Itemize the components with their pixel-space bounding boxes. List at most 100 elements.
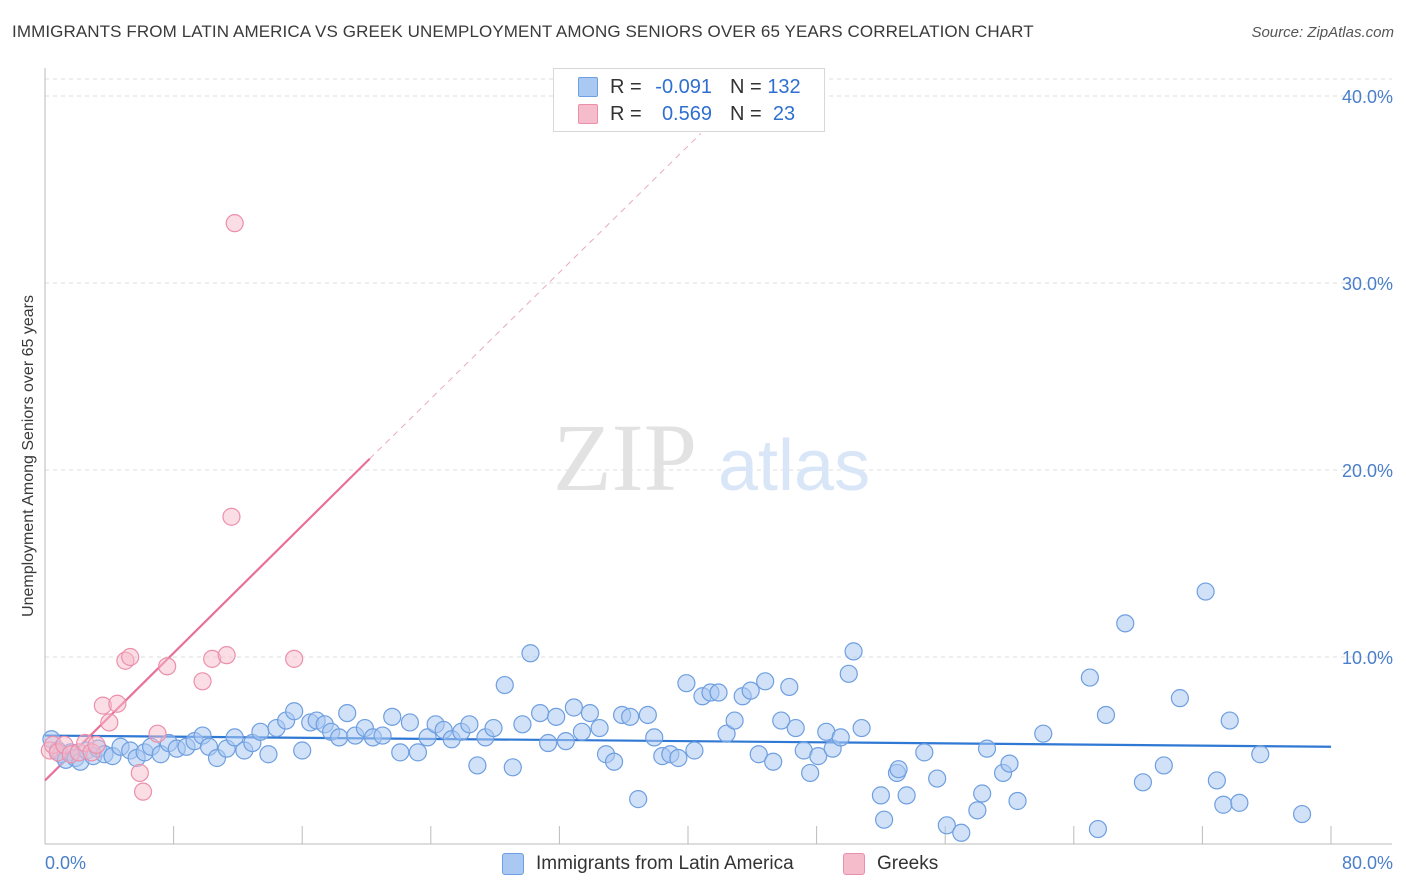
data-point-latin-america bbox=[1096, 705, 1116, 725]
data-point-latin-america bbox=[338, 703, 357, 723]
bottom-legend-swatch-blue bbox=[502, 853, 524, 875]
data-point-latin-america bbox=[1196, 582, 1215, 601]
legend-n-label: N = bbox=[730, 102, 762, 125]
data-point-latin-america bbox=[1116, 614, 1135, 633]
bottom-legend-latin-america: Immigrants from Latin America bbox=[502, 852, 794, 876]
data-point-latin-america bbox=[1230, 793, 1249, 812]
chart-title: IMMIGRANTS FROM LATIN AMERICA VS GREEK U… bbox=[12, 22, 1034, 41]
data-point-latin-america bbox=[580, 703, 600, 723]
data-point-latin-america bbox=[717, 724, 736, 743]
x-tick-label-max: 80.0% bbox=[1342, 853, 1393, 873]
data-point-latin-america bbox=[383, 707, 402, 726]
data-point-greeks bbox=[158, 657, 177, 676]
data-point-latin-america bbox=[780, 677, 799, 697]
x-tick-label-min: 0.0% bbox=[45, 853, 86, 873]
data-point-latin-america bbox=[1170, 689, 1189, 708]
watermark-atlas: atlas bbox=[718, 426, 870, 506]
data-point-latin-america bbox=[786, 718, 805, 738]
bottom-legend-label-latin-america: Immigrants from Latin America bbox=[536, 853, 794, 874]
data-point-latin-america bbox=[408, 743, 428, 762]
x-tick-labels: 0.0% 80.0% bbox=[45, 853, 1393, 873]
data-point-greeks bbox=[222, 507, 241, 526]
data-point-latin-america bbox=[391, 743, 410, 762]
series-greeks-points bbox=[40, 214, 304, 801]
data-point-latin-america bbox=[590, 718, 609, 738]
data-point-latin-america bbox=[844, 642, 863, 661]
data-point-latin-america bbox=[1008, 791, 1027, 811]
legend-n-value: 132 bbox=[767, 75, 801, 98]
data-point-latin-america bbox=[801, 763, 820, 783]
data-point-latin-america bbox=[1220, 711, 1239, 730]
y-tick-label: 10.0% bbox=[1342, 648, 1393, 668]
data-point-latin-america bbox=[330, 728, 349, 747]
grid-lines bbox=[45, 78, 1392, 658]
data-point-latin-america bbox=[638, 705, 657, 725]
data-point-latin-america bbox=[460, 715, 479, 734]
data-point-latin-america bbox=[572, 722, 592, 741]
data-point-latin-america bbox=[621, 707, 640, 726]
data-point-latin-america bbox=[1034, 724, 1053, 743]
data-point-latin-america bbox=[293, 741, 312, 760]
data-point-latin-america bbox=[513, 715, 532, 734]
data-point-greeks bbox=[217, 646, 236, 665]
legend-n-value: 23 bbox=[772, 102, 796, 125]
trend-line-greeks bbox=[44, 457, 371, 782]
legend-r-value: 0.569 bbox=[661, 102, 712, 125]
legend-n-label: N = bbox=[730, 75, 762, 98]
data-point-latin-america bbox=[1000, 754, 1019, 773]
data-point-greeks bbox=[87, 735, 106, 754]
bottom-legend-greeks: Greeks bbox=[843, 852, 938, 876]
data-point-latin-america bbox=[952, 823, 971, 842]
data-point-latin-america bbox=[1080, 668, 1099, 687]
axes bbox=[44, 68, 1392, 845]
data-point-latin-america bbox=[741, 681, 760, 700]
data-point-greeks bbox=[225, 214, 244, 233]
y-tick-label: 30.0% bbox=[1342, 274, 1393, 294]
data-point-latin-america bbox=[531, 703, 550, 723]
data-point-latin-america bbox=[685, 741, 704, 760]
data-point-latin-america bbox=[1214, 795, 1233, 814]
data-point-latin-america bbox=[225, 728, 244, 747]
data-point-latin-america bbox=[709, 683, 728, 702]
y-axis-label: Unemployment Among Seniors over 65 years bbox=[20, 295, 37, 617]
data-point-latin-america bbox=[251, 722, 270, 741]
data-point-latin-america bbox=[968, 801, 987, 820]
data-point-latin-america bbox=[539, 733, 558, 753]
y-tick-label: 20.0% bbox=[1342, 461, 1393, 481]
data-point-latin-america bbox=[495, 675, 514, 695]
data-point-latin-america bbox=[764, 752, 783, 771]
data-point-latin-america bbox=[1088, 819, 1108, 839]
data-point-latin-america bbox=[645, 728, 664, 747]
data-point-latin-america bbox=[669, 748, 688, 768]
data-point-greeks bbox=[285, 649, 304, 668]
watermark-zip: ZIP bbox=[553, 404, 697, 511]
data-point-latin-america bbox=[468, 756, 487, 775]
correlation-legend: R = -0.091 N = 132 R = 0.569 N = 23 bbox=[553, 68, 825, 132]
data-point-latin-america bbox=[1133, 773, 1153, 792]
data-point-latin-america bbox=[521, 644, 540, 663]
data-point-greeks bbox=[148, 724, 167, 743]
data-point-latin-america bbox=[1251, 745, 1270, 764]
data-point-latin-america bbox=[772, 711, 791, 730]
data-point-latin-america bbox=[285, 702, 304, 721]
data-point-latin-america bbox=[977, 739, 997, 758]
data-point-latin-america bbox=[373, 726, 392, 745]
data-point-latin-america bbox=[875, 810, 894, 829]
bottom-legend-label-greeks: Greeks bbox=[877, 853, 939, 874]
data-point-latin-america bbox=[937, 816, 956, 835]
data-point-latin-america bbox=[871, 786, 891, 805]
data-point-latin-america bbox=[889, 760, 908, 779]
data-point-latin-america bbox=[1292, 804, 1312, 824]
y-tick-label: 40.0% bbox=[1342, 87, 1393, 107]
data-point-latin-america bbox=[418, 728, 437, 747]
legend-row-greeks: R = 0.569 N = 23 bbox=[578, 101, 804, 127]
data-point-latin-america bbox=[556, 732, 575, 751]
legend-swatch-blue bbox=[578, 77, 598, 97]
legend-r-label: R = bbox=[610, 75, 642, 98]
legend-r-label: R = bbox=[610, 102, 642, 125]
data-point-latin-america bbox=[831, 728, 850, 747]
bottom-legend-swatch-pink bbox=[843, 853, 865, 875]
y-tick-labels: 10.0% 20.0% 30.0% 40.0% bbox=[1342, 87, 1393, 668]
data-point-latin-america bbox=[629, 790, 648, 809]
